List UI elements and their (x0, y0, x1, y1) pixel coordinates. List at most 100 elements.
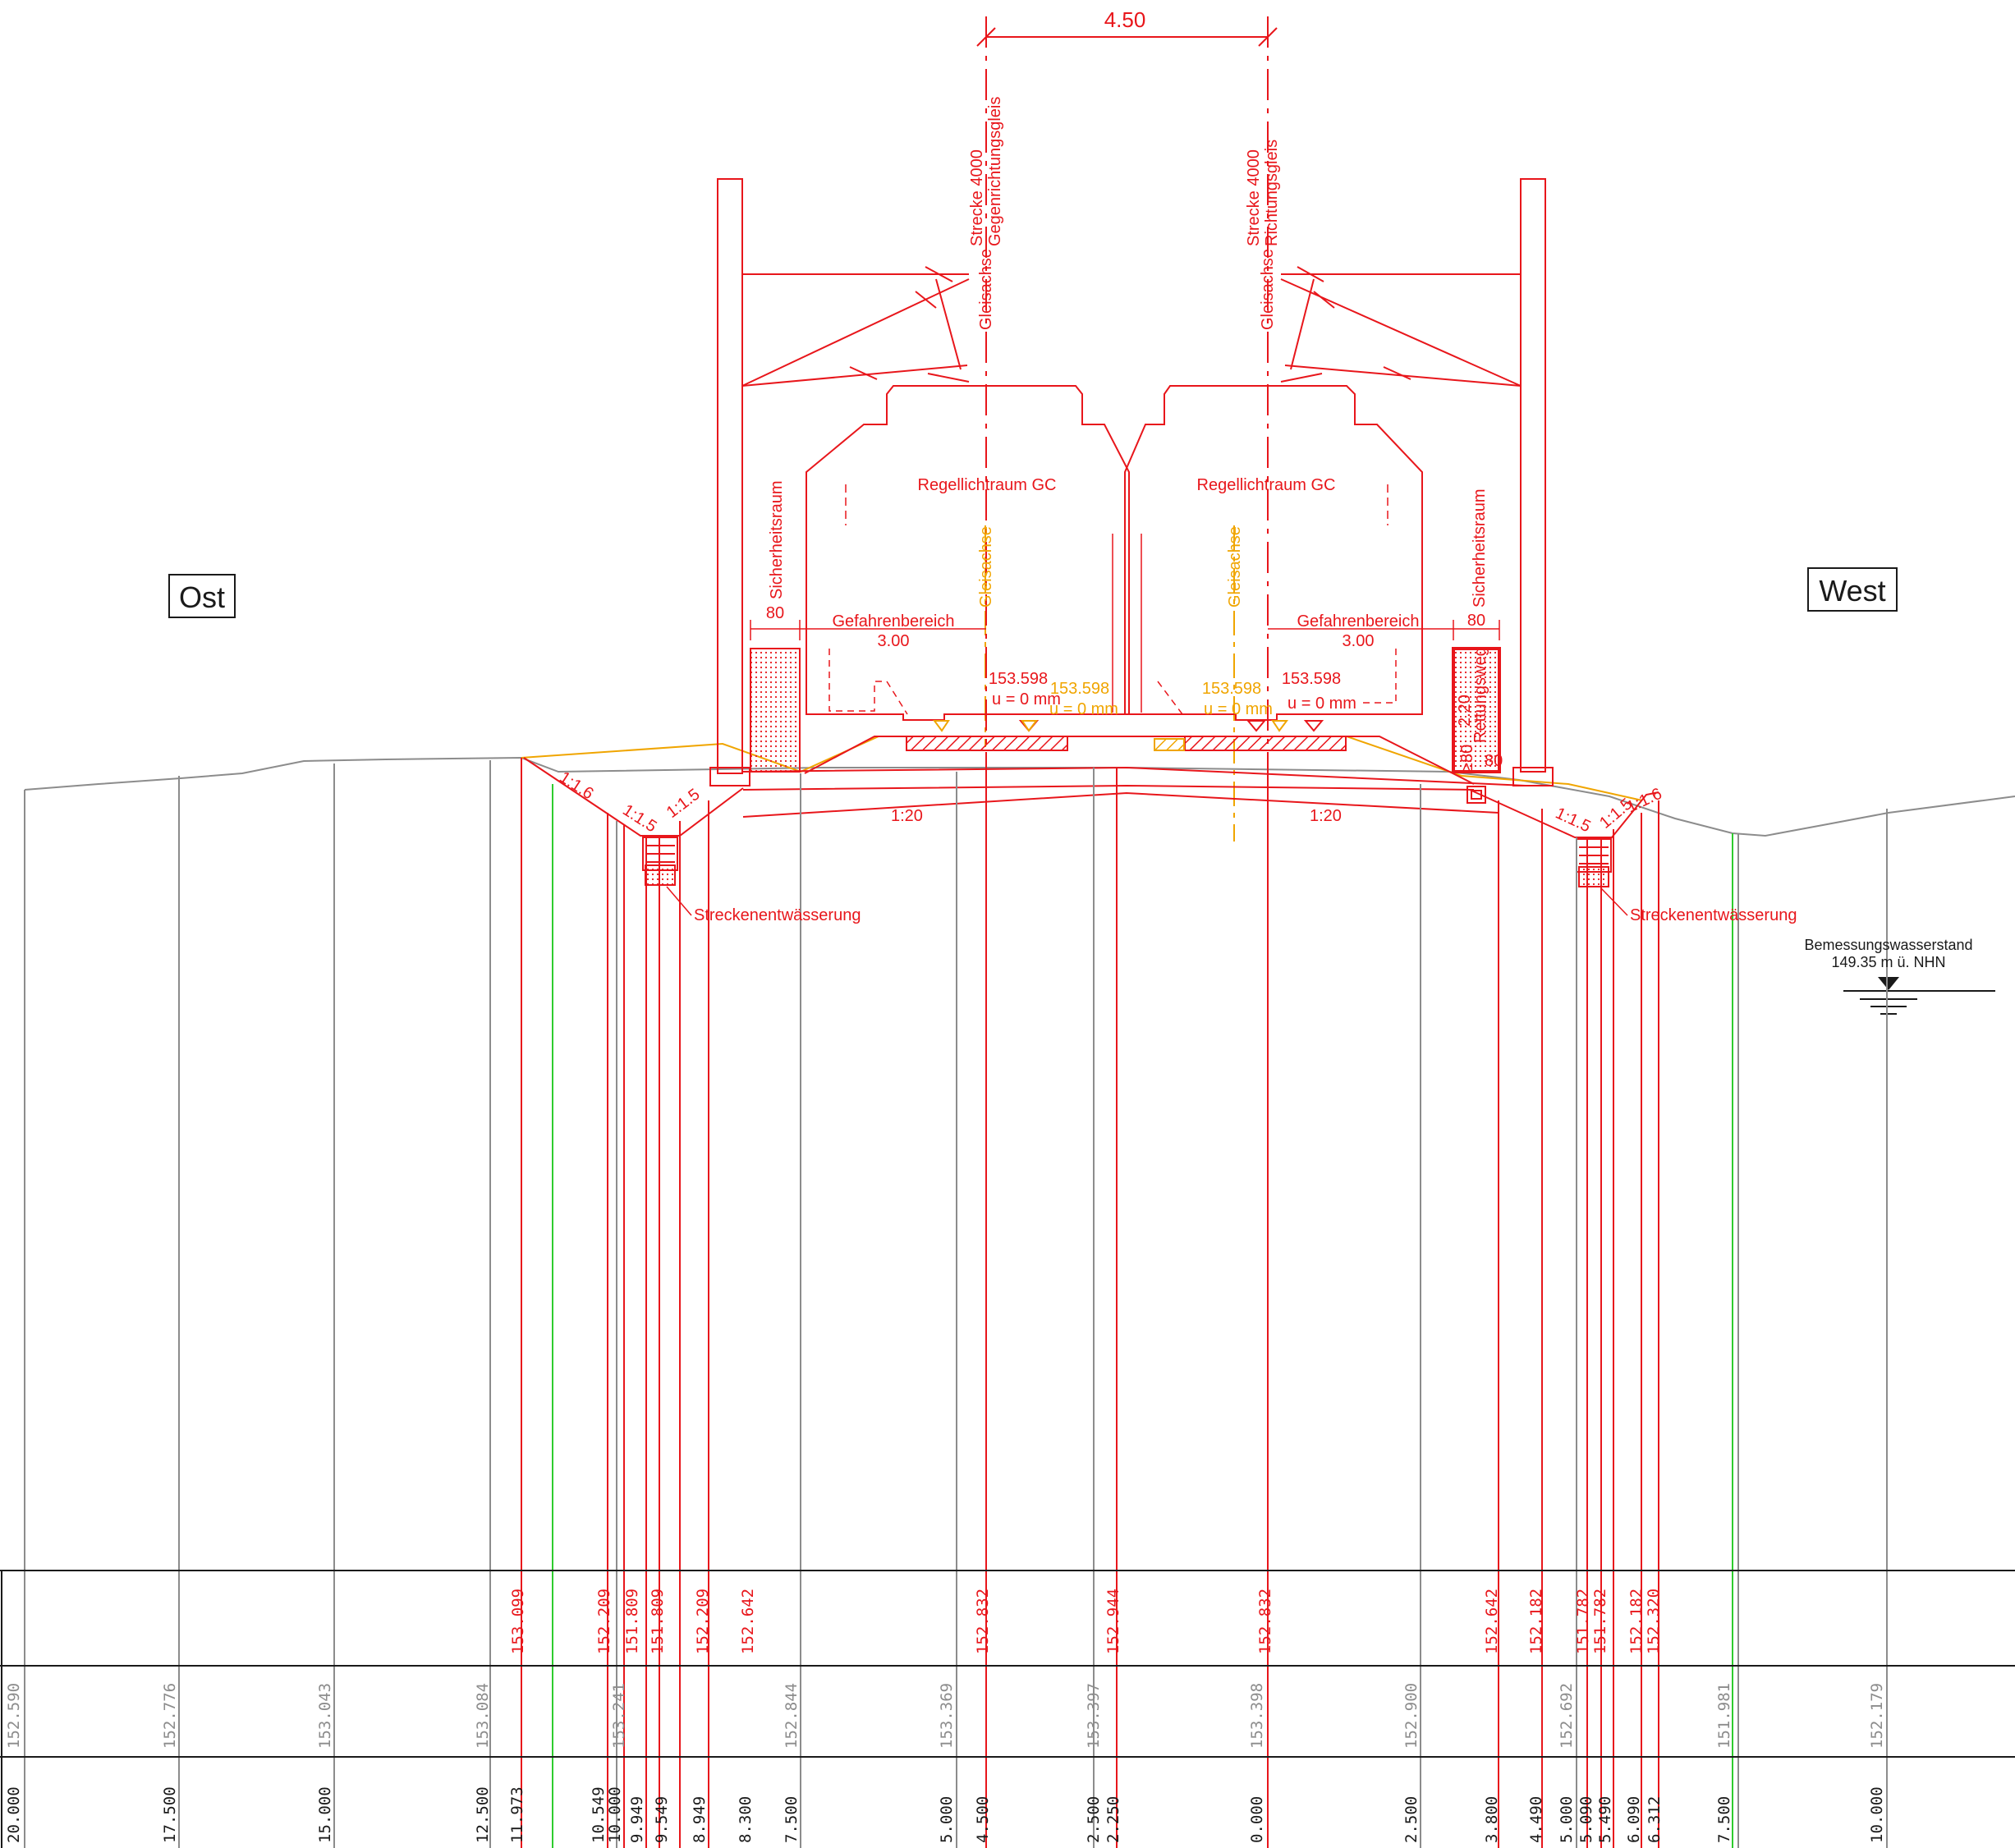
track-formation (523, 736, 1659, 838)
planned-height-value: 152.832 (974, 1589, 992, 1654)
escape-route-height: 2.20 (1456, 695, 1474, 727)
station-value: 10.549 (590, 1786, 608, 1843)
existing-height-value: 152.590 (5, 1683, 23, 1749)
danger-zone-right-label: Gefahrenbereich (1297, 612, 1420, 631)
station-value: 15.000 (316, 1786, 334, 1843)
slope-right-formation: 1:20 (1310, 807, 1342, 825)
station-value: 11.973 (508, 1786, 526, 1843)
rail-height-right-alt: 153.598 (1202, 680, 1261, 698)
drainage-pipe-west (1576, 838, 1612, 887)
gleisachse-right-label: Gleisachse (1259, 249, 1277, 330)
track-right-line: Strecke 4000 (1245, 149, 1263, 246)
sleeper-left (906, 736, 1068, 751)
cant-left: u = 0 mm (992, 690, 1061, 708)
existing-height-value: 152.692 (1558, 1683, 1576, 1749)
sleeper-right-alt (1154, 738, 1185, 751)
west-label: West (1819, 574, 1885, 608)
table-row-planned-heights: 153.099 152.209 151.809 151.809 152.209 152.6… (509, 1589, 1663, 1654)
planned-height-value: 152.209 (694, 1589, 712, 1654)
track-spacing-label: 4.50 (1104, 7, 1146, 32)
station-value: 7.500 (1715, 1796, 1733, 1843)
planned-height-value: 152.320 (1645, 1589, 1663, 1654)
safety-space-east-label: Sicherheitsraum (768, 480, 786, 599)
existing-height-value: 152.776 (161, 1683, 179, 1749)
planned-height-value: 152.182 (1527, 1589, 1545, 1654)
water-level-value: 149.35 m ü. NHN (1831, 954, 1945, 970)
rails (933, 720, 1324, 732)
slope-left-formation: 1:20 (891, 807, 923, 825)
station-value: 0.000 (1248, 1796, 1266, 1843)
station-value: 2.500 (1085, 1796, 1103, 1843)
station-value: 17.500 (161, 1786, 179, 1843)
slope-east-inner-1: 1:1.5 (619, 801, 659, 837)
catenary-cantilever-right (1280, 266, 1522, 387)
planned-height-value: 152.642 (739, 1589, 757, 1654)
slope-east-inner-2: 1:1.5 (663, 786, 704, 822)
cant-right: u = 0 mm (1287, 695, 1356, 713)
water-level-symbol (1843, 977, 1995, 1015)
planned-height-value: 151.782 (1574, 1589, 1592, 1654)
clearance-right-label: Regellichtraum GC (1197, 476, 1336, 494)
slope-west-inner-1: 1:1.5 (1553, 805, 1594, 837)
rail-height-left: 153.598 (989, 670, 1048, 688)
station-value: 2.250 (1104, 1796, 1122, 1843)
station-value: 20.000 (5, 1786, 23, 1843)
track-left-name: Gegenrichtungsgleis (986, 97, 1004, 246)
sleeper-right (1184, 736, 1347, 751)
rail-height-left-alt: 153.598 (1050, 680, 1109, 698)
safety-space-west-label: Sicherheitsraum (1471, 488, 1489, 608)
rail-height-right: 153.598 (1282, 670, 1341, 688)
ost-label: Ost (179, 580, 225, 614)
dimension-lines (750, 620, 1500, 773)
station-value: 9.549 (653, 1796, 671, 1843)
existing-height-value: 153.084 (474, 1683, 492, 1749)
station-value: 6.090 (1625, 1796, 1643, 1843)
safety-space-east (750, 648, 801, 773)
existing-height-value: 153.369 (938, 1683, 956, 1749)
catenary-cantilever-left (741, 266, 970, 387)
station-value: 5.000 (938, 1796, 956, 1843)
existing-height-value: 153.398 (1248, 1683, 1266, 1749)
station-value: 10.000 (1868, 1786, 1886, 1843)
gleisachse-alt-right-label: Gleisachse (1226, 526, 1244, 608)
danger-zone-left-width: 3.00 (878, 632, 910, 650)
station-value: 2.500 (1402, 1796, 1421, 1843)
gleisachse-left-label: Gleisachse (977, 249, 995, 330)
station-value: 8.300 (737, 1796, 755, 1843)
escape-route-width-value: 80 (1485, 752, 1503, 770)
drainage-east-label: Streckenentwässerung (694, 906, 861, 924)
water-level-title: Bemessungswasserstand (1804, 937, 1972, 953)
existing-height-value: 152.179 (1868, 1683, 1886, 1749)
escape-route-label: Rettungsweg (1471, 647, 1489, 743)
station-value: 5.490 (1596, 1796, 1614, 1843)
track-right-name: Richtungsgleis (1263, 140, 1281, 246)
mast-right (1520, 178, 1546, 773)
station-value: 12.500 (474, 1786, 492, 1843)
planned-height-value: 152.209 (595, 1589, 613, 1654)
mast-left (717, 178, 743, 774)
existing-height-value: 153.043 (316, 1683, 334, 1749)
escape-route-width: ≥80 (1458, 745, 1476, 772)
planned-height-value: 152.944 (1104, 1589, 1122, 1654)
station-value: 5.000 (1558, 1796, 1576, 1843)
station-value: 10.000 (606, 1786, 624, 1843)
clearance-gauge-left (806, 385, 1130, 721)
existing-height-value: 153.241 (610, 1683, 628, 1749)
existing-height-value: 153.397 (1085, 1683, 1103, 1749)
planned-height-value: 151.782 (1591, 1589, 1609, 1654)
safety-space-west-width: 80 (1467, 612, 1485, 630)
cant-left-alt: u = 0 mm (1049, 700, 1118, 718)
station-value: 4.490 (1527, 1796, 1545, 1843)
planned-height-value: 153.099 (509, 1589, 527, 1654)
ost-label-box: Ost (168, 574, 236, 618)
station-value: 4.500 (974, 1796, 992, 1843)
gleisachse-alt-left-label: Gleisachse (977, 526, 995, 608)
west-label-box: West (1807, 567, 1898, 612)
planned-height-value: 151.809 (623, 1589, 641, 1654)
safety-space-east-width: 80 (766, 604, 784, 622)
planned-height-value: 152.182 (1627, 1589, 1646, 1654)
planned-height-value: 152.832 (1256, 1589, 1274, 1654)
drainage-west-label: Streckenentwässerung (1630, 906, 1797, 924)
existing-height-value: 152.900 (1402, 1683, 1421, 1749)
